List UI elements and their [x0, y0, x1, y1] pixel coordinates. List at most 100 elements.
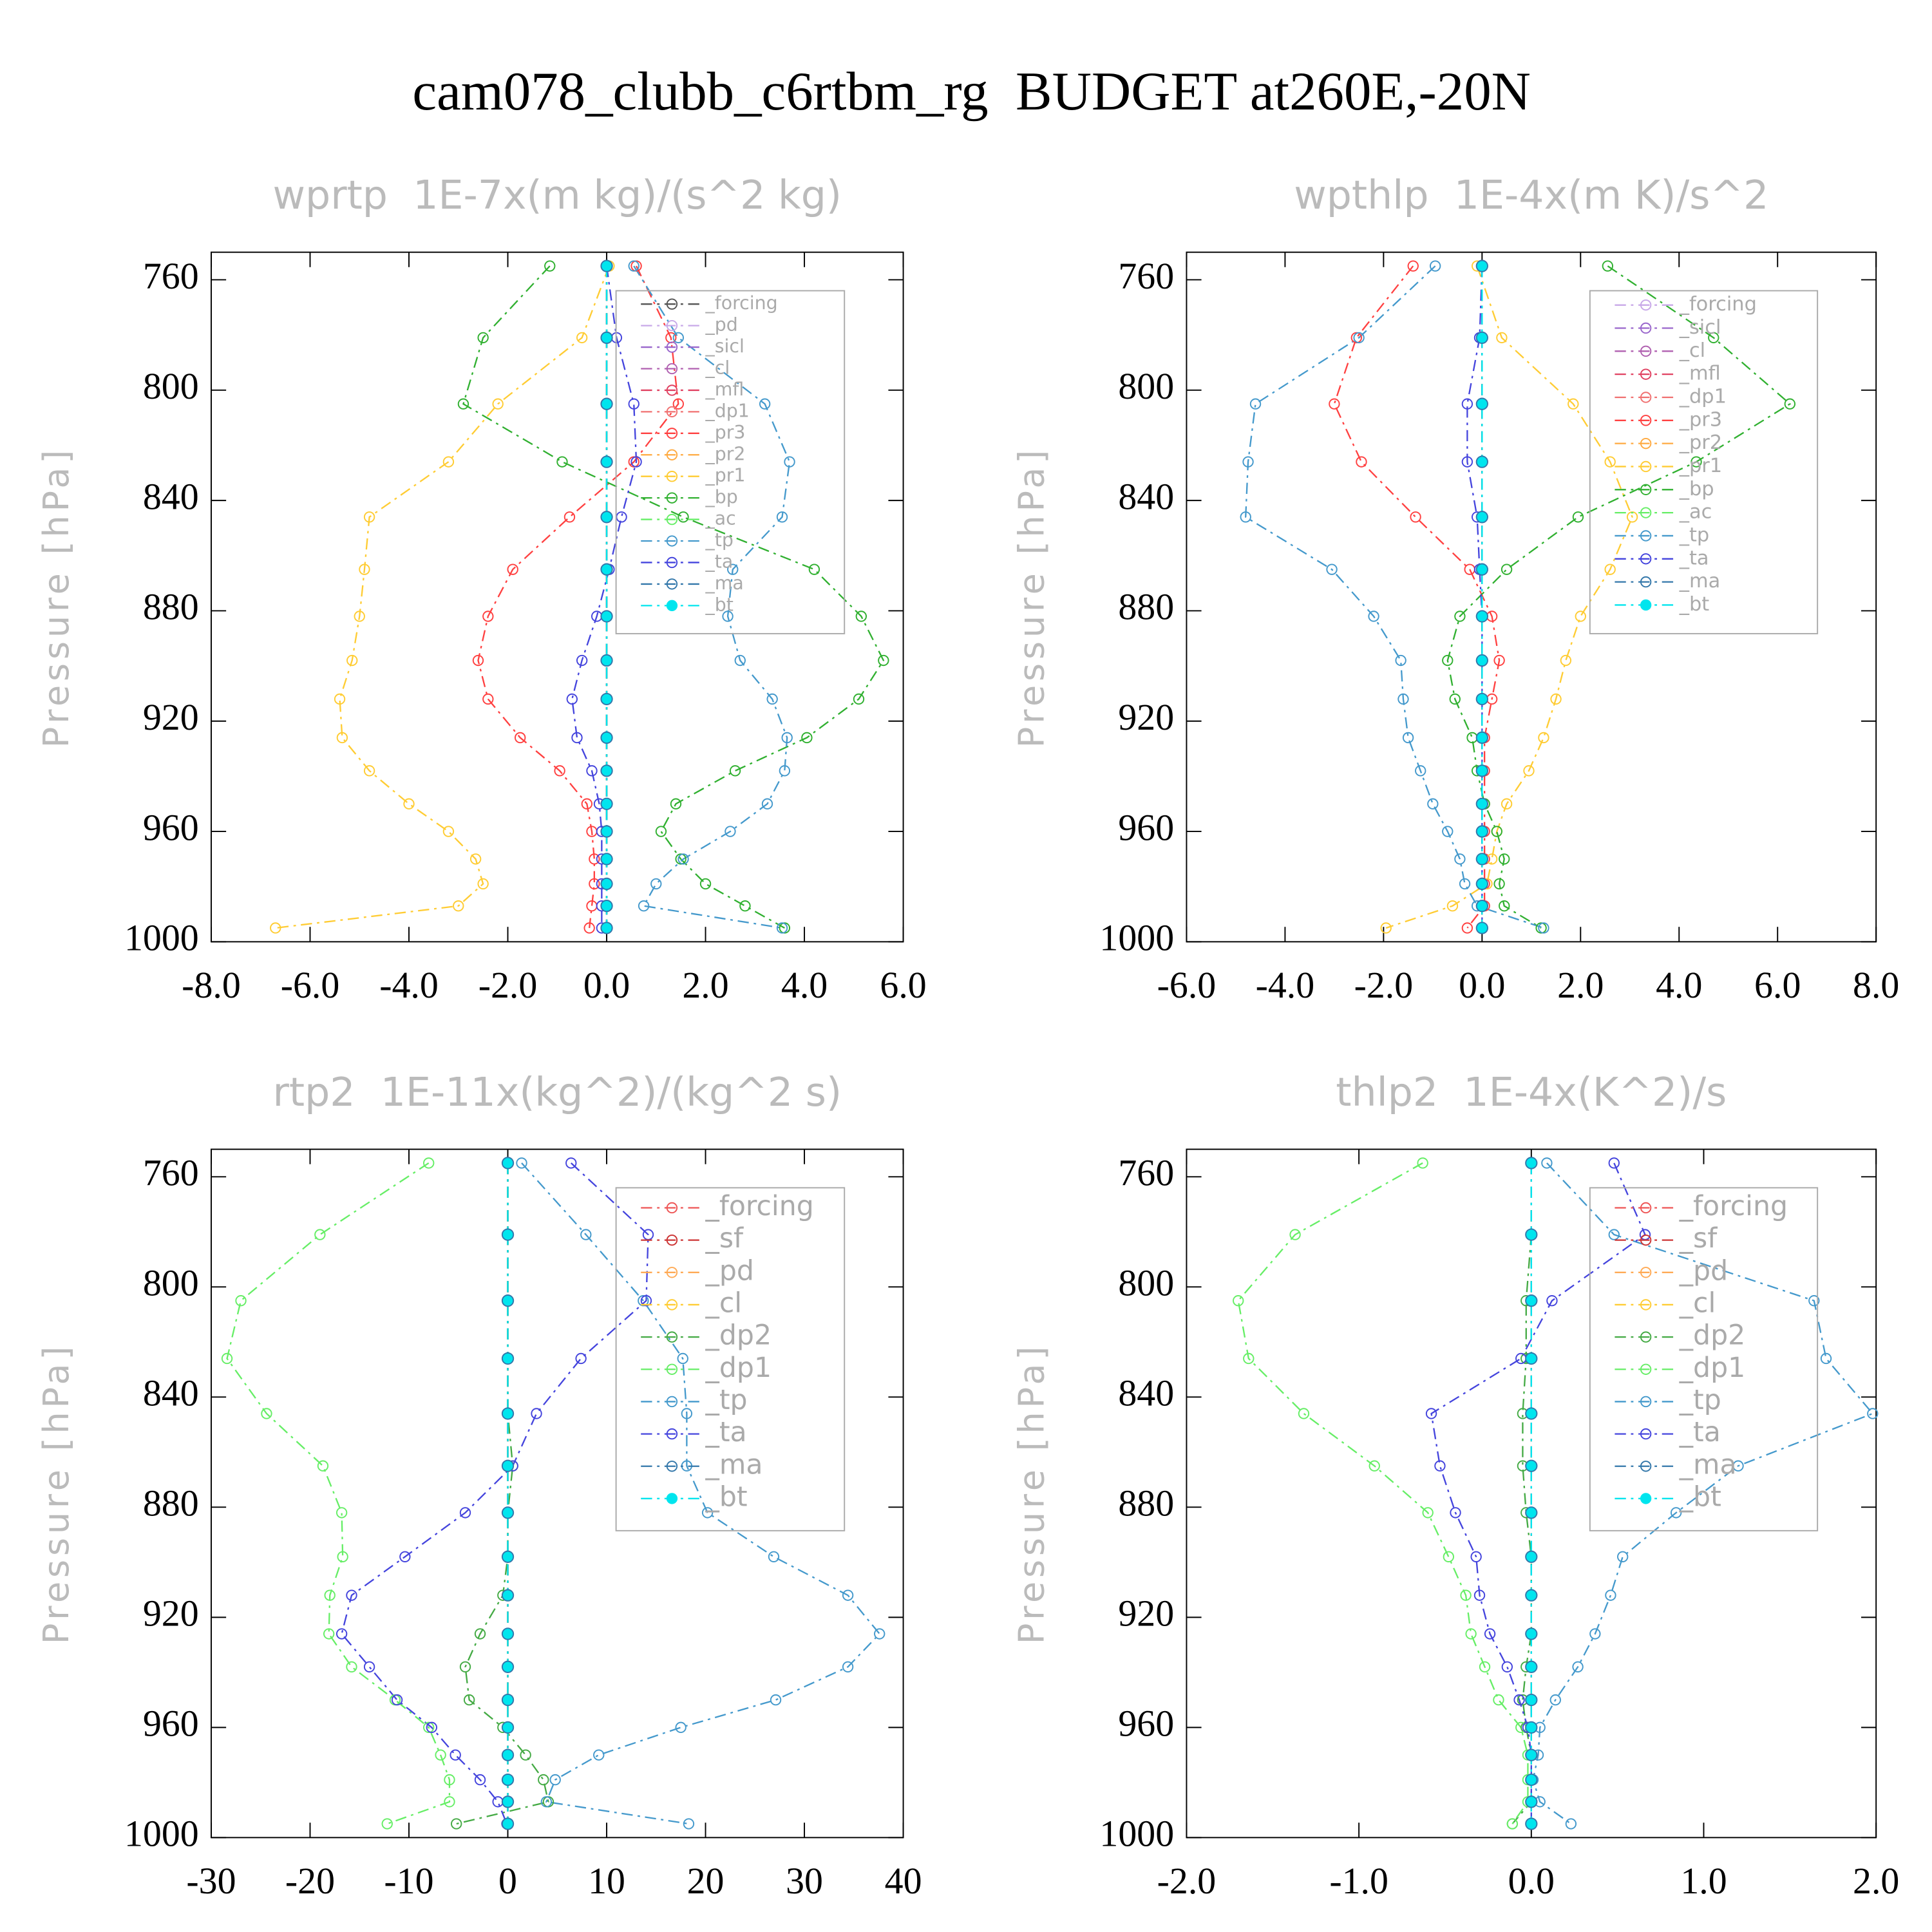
series-marker — [1449, 693, 1461, 705]
series-marker — [1475, 731, 1488, 744]
series-marker — [1417, 1157, 1428, 1169]
series-marker — [477, 878, 489, 890]
x-tick-label: 6.0 — [880, 964, 926, 1006]
series-marker — [1525, 1773, 1538, 1786]
x-tick-label: -6.0 — [1157, 964, 1217, 1006]
y-axis-label: Pressure [hPa] — [36, 1343, 77, 1644]
series-marker — [474, 1774, 486, 1786]
legend-label: _forcing — [1679, 1190, 1788, 1222]
series-marker — [1525, 1550, 1538, 1563]
legend-label: _ma — [705, 1448, 763, 1481]
x-tick-label: -20 — [285, 1860, 335, 1902]
series-marker — [1501, 1661, 1513, 1672]
series-line — [1430, 1162, 1646, 1824]
legend-marker — [666, 578, 678, 590]
legend-label: _ma — [1679, 570, 1721, 592]
series-marker — [1808, 1295, 1820, 1307]
series-marker — [1567, 398, 1579, 410]
series-marker — [317, 1460, 329, 1472]
legend-label: _ac — [1679, 501, 1712, 524]
legend-marker — [1640, 368, 1652, 380]
legend-label: _ma — [1679, 1448, 1737, 1481]
legend-label: _bt — [1679, 1481, 1721, 1513]
series-marker — [423, 1721, 435, 1734]
legend-marker — [666, 298, 678, 310]
series-marker — [640, 1295, 652, 1307]
y-tick-label: 1000 — [124, 917, 199, 959]
series-line — [477, 265, 679, 929]
x-tick-label: 10 — [588, 1860, 625, 1902]
series-marker — [1475, 825, 1488, 838]
series-marker — [444, 1774, 455, 1786]
series-marker — [314, 1229, 326, 1240]
series-marker — [270, 922, 281, 934]
series-marker — [391, 1694, 403, 1706]
series-marker — [1525, 1693, 1538, 1707]
series-marker — [1525, 1228, 1538, 1241]
series-marker — [507, 564, 518, 575]
series-marker — [1429, 260, 1441, 272]
legend-marker — [1640, 345, 1652, 357]
series-marker — [1466, 732, 1478, 744]
legend-label: _bt — [705, 1481, 748, 1513]
series-marker — [600, 455, 613, 468]
y-tick-label: 960 — [143, 1703, 199, 1745]
y-tick-label: 840 — [143, 1372, 199, 1414]
series-marker — [600, 877, 613, 891]
series-marker — [1380, 922, 1392, 934]
series-marker — [1541, 1157, 1553, 1169]
series-marker — [235, 1295, 247, 1307]
series-marker — [1454, 611, 1466, 622]
plot-frame — [1186, 251, 1877, 943]
legend-label: _ta — [1679, 1416, 1721, 1448]
series-marker — [221, 1352, 233, 1365]
legend-label: _pr3 — [705, 422, 746, 443]
series-marker — [501, 1748, 515, 1761]
series-marker — [576, 654, 588, 667]
series-marker — [1565, 1818, 1577, 1830]
x-tick-label: 2.0 — [1853, 1860, 1899, 1902]
y-tick-label: 880 — [143, 586, 199, 628]
x-tick-label: 0 — [498, 1860, 517, 1902]
series-marker — [600, 692, 613, 706]
series-line — [462, 265, 885, 929]
legend-label: _ta — [705, 551, 734, 572]
series-marker — [381, 1818, 393, 1830]
series-marker — [501, 1228, 515, 1241]
legend-label: _forcing — [705, 1190, 814, 1222]
series-marker — [501, 1817, 515, 1830]
x-tick-label: 0.0 — [1459, 964, 1505, 1006]
legend-marker — [666, 428, 678, 439]
series-marker — [734, 654, 746, 667]
series-marker — [842, 1661, 854, 1672]
series-marker — [655, 826, 667, 837]
legend-label: _pd — [1679, 1255, 1728, 1287]
legend-marker — [666, 1202, 678, 1214]
series-marker — [1690, 456, 1702, 468]
legend-marker — [1640, 322, 1652, 334]
series-marker — [600, 825, 613, 838]
series-marker — [874, 1628, 886, 1640]
series-marker — [549, 1774, 561, 1786]
legend-marker — [666, 341, 678, 353]
series-marker — [336, 1628, 348, 1640]
legend-marker — [1640, 507, 1652, 518]
series-marker — [324, 1589, 336, 1601]
series-marker — [1546, 1295, 1558, 1307]
legend-marker — [666, 449, 678, 460]
series-marker — [423, 1157, 435, 1169]
legend-marker — [666, 1299, 678, 1311]
legend-marker — [1640, 1299, 1652, 1311]
series-marker — [1499, 853, 1510, 865]
series-marker — [501, 1550, 515, 1563]
legend-label: _ta — [705, 1416, 747, 1448]
series-marker — [564, 511, 576, 523]
panel-title: wprtp 1E-7x(m kg)/(s^2 kg) — [273, 172, 842, 218]
series-marker — [501, 1773, 515, 1786]
series-marker — [724, 826, 736, 837]
y-tick-label: 840 — [143, 475, 199, 517]
series-marker — [1242, 456, 1254, 468]
series-marker — [399, 1551, 411, 1562]
series-line — [1446, 265, 1792, 929]
main-title: cam078_clubb_c6rtbm_rg BUDGET at260E,-20… — [412, 61, 1531, 122]
